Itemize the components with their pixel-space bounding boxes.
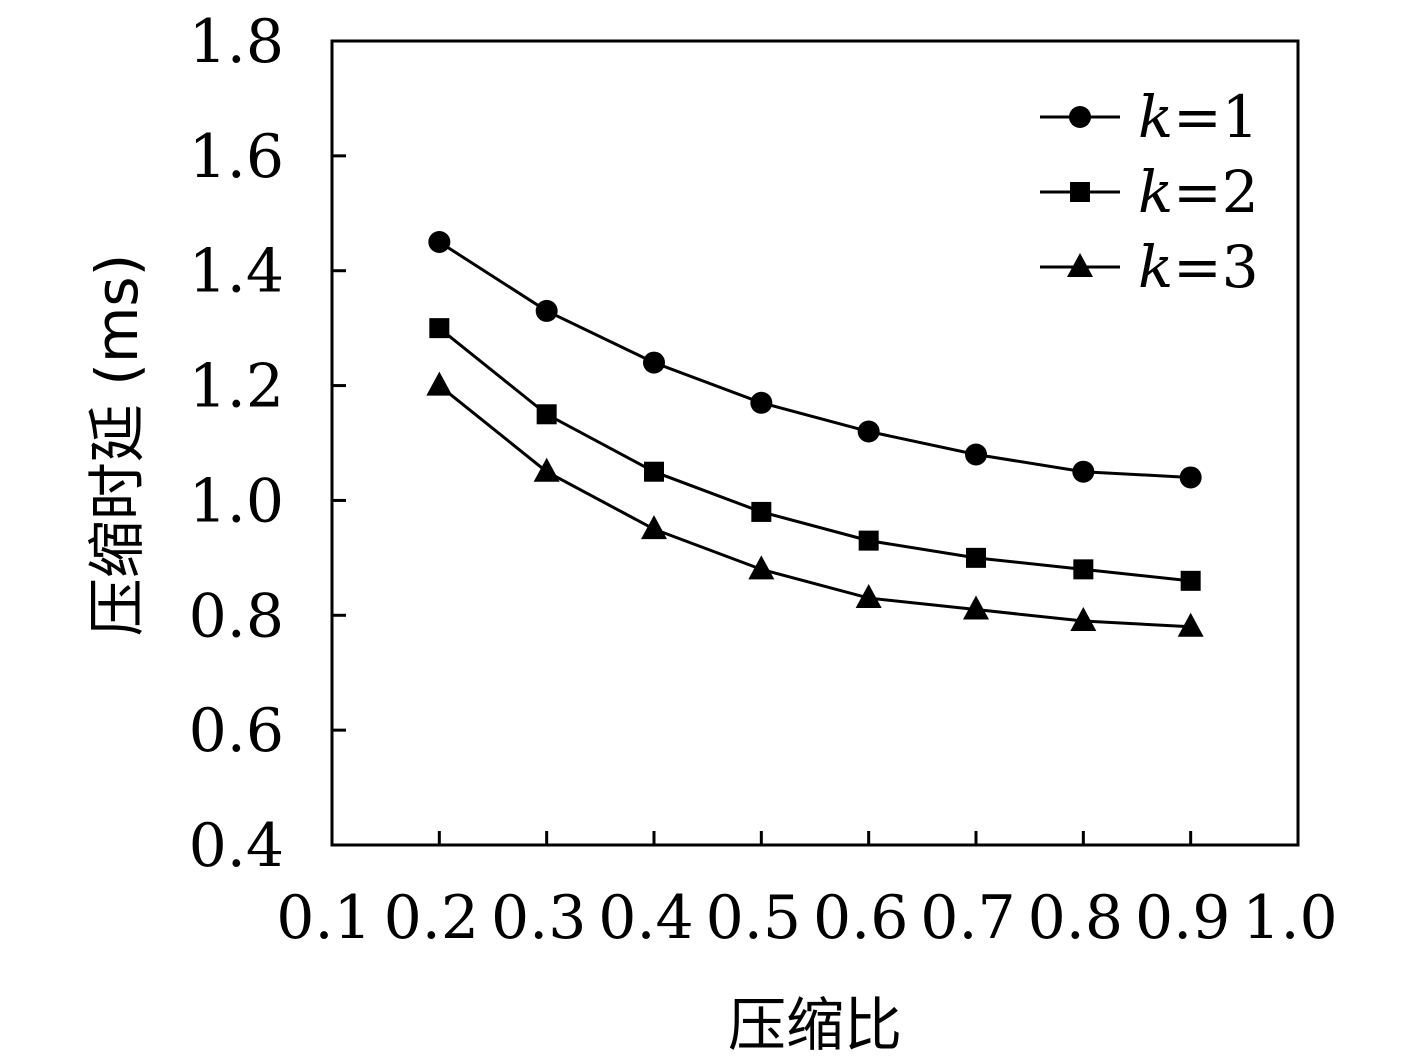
y-axis: 0.4 0.6 0.8 1.0 1.2 1.4 1.6 1.8 — [189, 7, 346, 881]
series-line — [438, 326, 1191, 583]
data-point-circle — [1072, 460, 1095, 483]
legend-label: k=3 — [1138, 233, 1259, 301]
x-tick-label: 0.4 — [598, 883, 693, 953]
y-tick-label: 1.4 — [189, 237, 284, 307]
legend-label: k=1 — [1138, 83, 1259, 151]
y-tick-label: 0.4 — [189, 811, 284, 881]
legend-marker-circle — [1069, 106, 1091, 128]
legend-value: =2 — [1173, 158, 1259, 226]
x-tick-label: 0.7 — [920, 883, 1015, 953]
data-point-square — [536, 404, 557, 425]
series-circle — [428, 231, 1202, 489]
data-point-triangle — [963, 595, 989, 620]
x-axis-title: 压缩比 — [728, 991, 902, 1059]
legend-item: k=3 — [1040, 233, 1259, 301]
data-point-circle — [428, 231, 451, 253]
legend-marker-triangle — [1067, 253, 1093, 277]
data-point-triangle — [1177, 612, 1204, 637]
legend-item: k=1 — [1040, 83, 1259, 151]
legend-variable: k — [1138, 83, 1173, 151]
y-tick-label: 0.6 — [189, 696, 284, 766]
y-tick-label: 0.8 — [189, 581, 284, 651]
plot-frame — [330, 39, 1300, 847]
data-point-square — [644, 461, 664, 482]
series-line — [438, 384, 1191, 629]
x-tick-label: 1.0 — [1242, 883, 1337, 953]
data-point-square — [1180, 570, 1201, 591]
data-point-circle — [965, 443, 987, 466]
x-tick-label: 0.3 — [491, 883, 586, 953]
y-axis-title: 压缩时延 (ms) — [83, 254, 151, 636]
legend-label: k=2 — [1138, 158, 1259, 226]
data-point-triangle — [1070, 607, 1097, 632]
x-tick-label: 0.2 — [384, 883, 479, 953]
y-tick-label: 1.0 — [189, 466, 284, 536]
legend-variable: k — [1138, 233, 1173, 301]
legend: k=1k=2k=3 — [1040, 83, 1259, 301]
data-point-circle — [750, 391, 773, 414]
data-point-square — [429, 318, 450, 339]
data-point-circle — [857, 420, 880, 443]
y-tick-label: 1.8 — [189, 7, 284, 77]
series-square — [429, 318, 1201, 591]
data-point-circle — [1179, 466, 1202, 489]
legend-item: k=2 — [1040, 158, 1259, 226]
data-point-square — [858, 530, 879, 551]
x-tick-label: 0.5 — [706, 883, 801, 953]
data-point-circle — [535, 299, 558, 322]
data-point-triangle — [426, 371, 453, 396]
data-point-square — [966, 547, 986, 568]
series-layer — [426, 231, 1204, 637]
y-tick-label: 1.6 — [189, 122, 284, 192]
data-point-triangle — [855, 584, 882, 609]
data-point-circle — [643, 351, 665, 374]
x-tick-label: 0.9 — [1135, 883, 1230, 953]
data-point-square — [1073, 559, 1094, 580]
data-point-triangle — [641, 515, 667, 540]
x-axis: 0.1 0.2 0.3 0.4 0.5 0.6 0.7 0.8 0.9 1.0 — [276, 831, 1338, 953]
x-tick-label: 0.8 — [1028, 883, 1123, 953]
series-line — [438, 240, 1191, 479]
data-point-triangle — [748, 555, 775, 580]
legend-variable: k — [1138, 158, 1173, 226]
data-point-square — [751, 501, 772, 522]
legend-value: =1 — [1173, 83, 1259, 151]
legend-value: =3 — [1173, 233, 1259, 301]
x-tick-label: 0.6 — [813, 883, 908, 953]
series-triangle — [426, 371, 1204, 637]
x-tick-label: 0.1 — [276, 883, 371, 953]
data-point-triangle — [533, 457, 560, 482]
y-tick-label: 1.2 — [189, 352, 284, 422]
legend-marker-square — [1070, 182, 1090, 202]
